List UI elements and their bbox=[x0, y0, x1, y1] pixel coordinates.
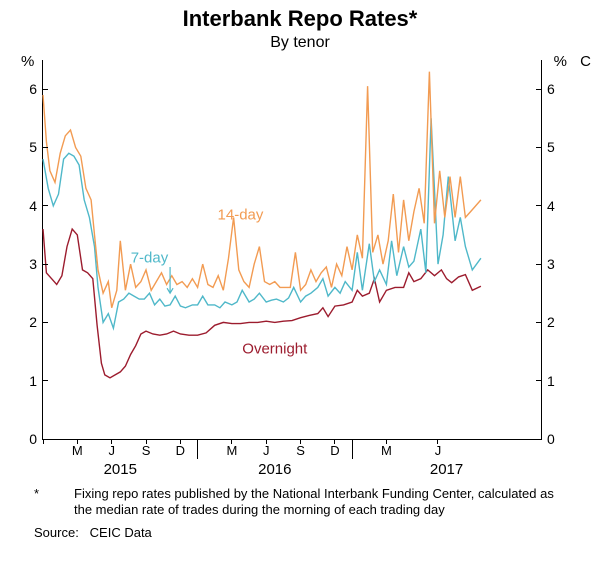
x-year-label: 2017 bbox=[430, 461, 463, 478]
x-tick-label: J bbox=[108, 443, 115, 458]
label-pointer-arrow bbox=[167, 267, 173, 293]
y-tick-label-left: 2 bbox=[29, 314, 37, 330]
y-tick bbox=[43, 205, 48, 206]
y-tick bbox=[536, 205, 541, 206]
y-tick bbox=[536, 264, 541, 265]
source-text: CEIC Data bbox=[90, 525, 152, 540]
footnote-marker: * bbox=[34, 486, 74, 519]
y-tick-label-right: 3 bbox=[547, 256, 555, 272]
y-tick bbox=[536, 322, 541, 323]
x-year-label: 2016 bbox=[258, 461, 291, 478]
y-tick-label-left: 4 bbox=[29, 198, 37, 214]
y-axis-unit-right: % bbox=[554, 53, 567, 70]
extra-right-glyph: C bbox=[580, 53, 591, 70]
y-tick-label-right: 6 bbox=[547, 81, 555, 97]
x-tick-label: S bbox=[296, 443, 305, 458]
y-tick-label-left: 5 bbox=[29, 139, 37, 155]
y-tick bbox=[43, 264, 48, 265]
y-tick-label-left: 0 bbox=[29, 431, 37, 447]
y-axis-unit-left: % bbox=[21, 53, 34, 70]
y-tick bbox=[43, 439, 48, 440]
x-year-label: 2015 bbox=[104, 461, 137, 478]
x-tick-label: D bbox=[330, 443, 339, 458]
x-year-divider bbox=[352, 439, 353, 459]
y-tick-label-right: 5 bbox=[547, 139, 555, 155]
y-tick bbox=[536, 89, 541, 90]
series-7-day bbox=[43, 118, 481, 328]
y-tick bbox=[536, 380, 541, 381]
x-tick-label: M bbox=[381, 443, 392, 458]
chart-subtitle: By tenor bbox=[0, 32, 600, 52]
y-tick bbox=[43, 322, 48, 323]
y-tick bbox=[43, 89, 48, 90]
y-tick bbox=[536, 147, 541, 148]
y-tick bbox=[43, 147, 48, 148]
y-tick-label-left: 6 bbox=[29, 81, 37, 97]
plot-area: % % C 00112233445566MJSDMJSDMJ2015201620… bbox=[42, 60, 542, 440]
x-tick-label: S bbox=[142, 443, 151, 458]
footnote-area: * Fixing repo rates published by the Nat… bbox=[34, 486, 556, 541]
x-tick-label: M bbox=[72, 443, 83, 458]
series-14-day bbox=[43, 72, 481, 308]
x-tick-label: M bbox=[226, 443, 237, 458]
y-tick-label-right: 1 bbox=[547, 373, 555, 389]
chart-title: Interbank Repo Rates* bbox=[0, 0, 600, 32]
series-overnight bbox=[43, 229, 481, 378]
x-tick bbox=[43, 439, 44, 444]
x-year-divider bbox=[197, 439, 198, 459]
chart-svg-layer bbox=[43, 60, 541, 439]
y-tick bbox=[43, 380, 48, 381]
y-tick bbox=[536, 439, 541, 440]
footnote-text: Fixing repo rates published by the Natio… bbox=[74, 486, 556, 519]
y-tick-label-right: 0 bbox=[547, 431, 555, 447]
y-tick-label-right: 4 bbox=[547, 198, 555, 214]
x-tick-label: J bbox=[263, 443, 270, 458]
source-label: Source: bbox=[34, 525, 79, 540]
x-tick-label: D bbox=[176, 443, 185, 458]
chart-container: Interbank Repo Rates* By tenor % % C 001… bbox=[0, 0, 600, 577]
y-tick-label-left: 1 bbox=[29, 373, 37, 389]
x-tick-label: J bbox=[435, 443, 442, 458]
y-tick-label-right: 2 bbox=[547, 314, 555, 330]
y-tick-label-left: 3 bbox=[29, 256, 37, 272]
